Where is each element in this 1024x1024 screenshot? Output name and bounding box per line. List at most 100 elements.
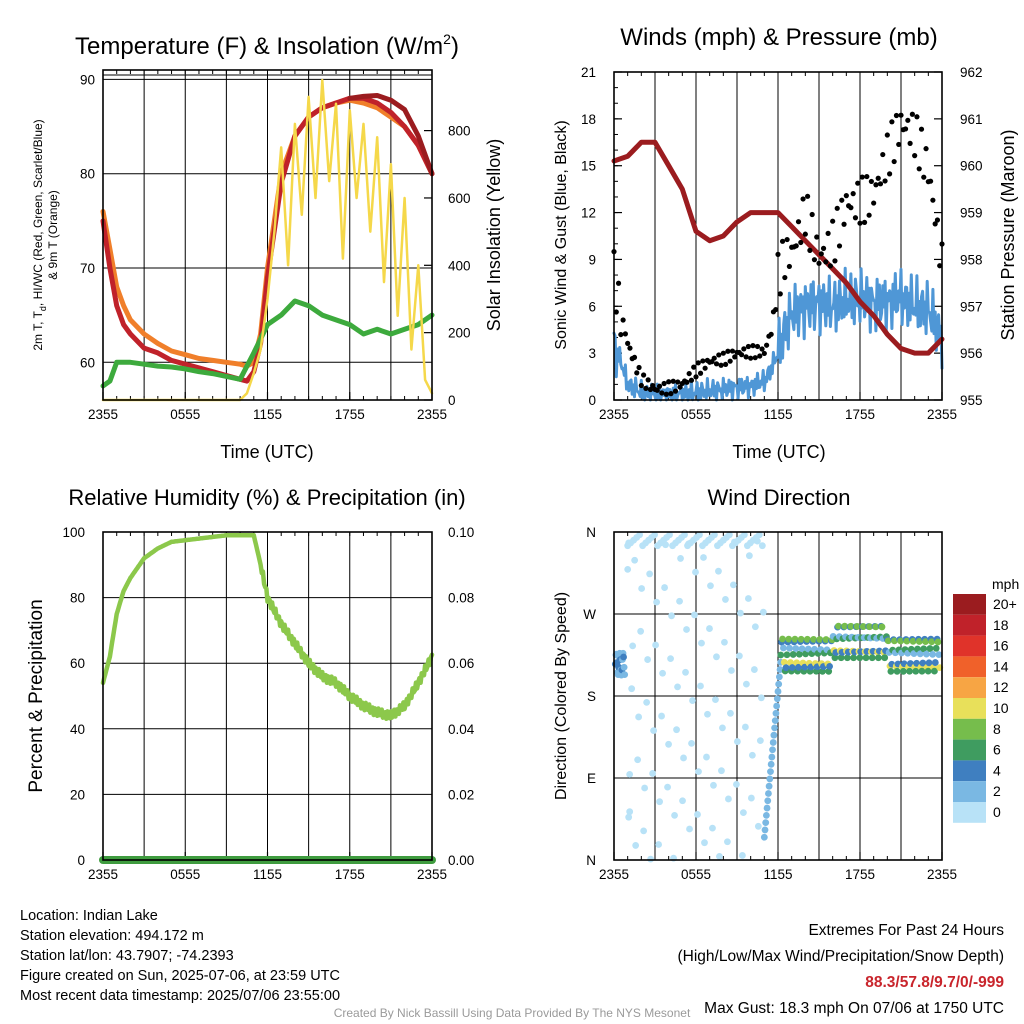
wdir-point (725, 795, 732, 803)
wdir-point (822, 636, 830, 643)
gust-point (618, 331, 624, 338)
gust-point (645, 377, 651, 383)
wdir-point (868, 654, 876, 662)
temp-title-end: ) (451, 33, 459, 60)
gust-point (859, 174, 865, 180)
wdir-point (924, 667, 932, 675)
wdir-point (658, 712, 665, 720)
wdir-legend-label: 8 (993, 721, 1001, 737)
gust-point (805, 193, 811, 199)
gust-point (761, 350, 767, 357)
gust-point (743, 354, 749, 360)
wdir-point (620, 663, 628, 671)
winds-pressure-chart: 2355 0555 1155 1755 235503691215182195595695… (553, 24, 1018, 462)
wdir-point (676, 597, 683, 605)
wind-y2-tick-label: 959 (960, 206, 983, 221)
wind-y2-axis-label: Station Pressure (Maroon) (998, 129, 1018, 340)
wdir-point (795, 650, 803, 658)
wdir-legend-swatch (953, 614, 986, 636)
gust-point (725, 348, 731, 354)
wdir-point (934, 638, 942, 646)
wdir-point (866, 623, 873, 631)
wdir-point (737, 609, 744, 617)
wdir-point (779, 635, 786, 643)
gust-point (852, 215, 859, 221)
latlon-text: Station lat/lon: 43.7907; -74.2393 (20, 948, 234, 964)
gust-point (918, 126, 925, 132)
pressure-line (611, 139, 945, 356)
wdir-x-tick-label: 1755 (845, 867, 875, 882)
rh-y2-tick-label: 0.10 (448, 525, 474, 540)
gust-point (779, 238, 786, 244)
temp-x-tick-label: 1755 (335, 407, 365, 422)
station-info: Location: Indian Lake Station elevation:… (20, 906, 340, 1006)
wdir-point (769, 739, 777, 746)
wind-x-axis-label: Time (UTC) (732, 442, 825, 462)
wdir-point (756, 737, 764, 745)
gust-point (786, 263, 792, 270)
gust-point (811, 257, 818, 263)
wdir-legend-swatch (953, 718, 986, 740)
wdir-point (913, 659, 921, 667)
gust-point (934, 217, 941, 223)
wdir-point (730, 581, 737, 589)
rh-frame (102, 531, 433, 861)
wdir-point (803, 635, 811, 643)
wind-frame (613, 71, 943, 401)
wdir-point (625, 813, 633, 821)
extremes-legend: (High/Low/Max Wind/Precipitation/Snow De… (677, 948, 1005, 965)
wdir-point (920, 645, 928, 653)
wdir-title: Wind Direction (707, 485, 850, 510)
gust-point (907, 140, 913, 146)
temp-series-line-3 (100, 298, 435, 389)
wdir-y-axis-label: Direction (Colored By Speed) (553, 592, 570, 800)
wdir-point (826, 662, 833, 670)
wind-y-tick-label: 6 (588, 299, 596, 314)
gust-point (830, 218, 836, 224)
wdir-point (762, 819, 770, 827)
wind-x-tick-label: 1155 (763, 407, 792, 422)
wdir-point (707, 582, 714, 590)
wdir-point (661, 584, 668, 591)
rh-x-tick-label: 2355 (88, 867, 118, 882)
wdir-point (903, 637, 911, 645)
wdir-point (932, 644, 940, 652)
wdir-point (772, 709, 780, 717)
wdir-point (801, 663, 809, 671)
temp-y2-tick-label: 200 (448, 326, 471, 341)
temp-series-line-2 (347, 93, 435, 177)
wdir-point (715, 567, 722, 575)
wdir-point (711, 531, 718, 539)
max-gust-text: Max Gust: 18.3 mph On 07/06 at 1750 UTC (704, 1000, 1004, 1017)
gust-point (695, 360, 701, 366)
rh-x-tick-label: 0555 (170, 867, 200, 882)
wdir-point (897, 637, 905, 645)
temp-frame (102, 69, 433, 401)
wdir-point (659, 669, 666, 677)
wdir-point (791, 635, 799, 643)
gust-point (823, 259, 829, 265)
wdir-point (653, 598, 660, 606)
gust-point (656, 383, 663, 389)
wdir-point (667, 655, 674, 663)
wdir-point (621, 671, 629, 679)
wdir-point (922, 638, 929, 646)
gust-point (700, 358, 706, 364)
wdir-point (792, 645, 800, 652)
gust-point (889, 119, 895, 125)
gust-point (691, 364, 697, 370)
wdir-point (862, 654, 870, 662)
wdir-point (909, 637, 917, 645)
wdir-point (759, 608, 767, 616)
wdir-point (722, 596, 729, 603)
wdir-point (649, 770, 657, 777)
wdir-legend-label: 20+ (993, 596, 1017, 612)
wdir-point (847, 622, 855, 630)
wdir-point (643, 698, 651, 706)
gust-point (921, 174, 927, 180)
gust-point (638, 382, 644, 389)
rh-y2-tick-label: 0.06 (448, 656, 474, 671)
temp-x-tick-label: 0555 (170, 407, 200, 422)
wdir-point (754, 822, 762, 830)
wdir-point (701, 839, 708, 847)
